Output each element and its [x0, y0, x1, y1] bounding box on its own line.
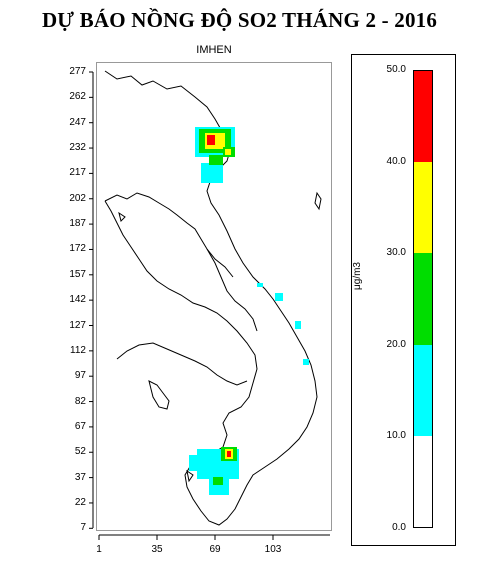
legend-frame: [351, 54, 456, 546]
island-outline: [118, 211, 126, 222]
x-tick-label: 69: [209, 544, 221, 555]
y-tick-label: 217: [69, 167, 86, 179]
x-tick-label: 1: [96, 544, 102, 555]
legend-tick-label: 0.0: [392, 522, 406, 533]
y-tick-label: 7: [80, 522, 86, 534]
legend-unit: μg/m3: [352, 262, 363, 290]
y-tick-label: 82: [74, 395, 86, 407]
border-line: [206, 248, 258, 332]
y-tick-label: 157: [69, 268, 86, 280]
y-tick-label: 67: [74, 420, 86, 432]
concentration-hanoi: [195, 127, 235, 183]
y-tick-label: 22: [74, 496, 86, 508]
legend-swatch: [413, 344, 433, 437]
x-tick-label: 35: [151, 544, 163, 555]
lake-outline: [148, 380, 170, 410]
island-outline: [314, 191, 322, 211]
y-tick-label: 277: [69, 66, 86, 77]
legend-swatch: [413, 161, 433, 254]
legend-swatch: [413, 70, 433, 162]
y-tick-label: 262: [69, 91, 86, 103]
map-panel: [96, 62, 332, 531]
concentration-central: [257, 283, 309, 365]
y-tick-label: 97: [74, 370, 86, 382]
y-tick-label: 142: [69, 294, 86, 306]
y-tick-label: 37: [74, 471, 86, 483]
legend-tick-label: 10.0: [386, 430, 406, 442]
legend-tick-label: 40.0: [386, 155, 406, 167]
map-title: DỰ BÁO NỒNG ĐỘ SO2 THÁNG 2 - 2016: [41, 8, 438, 32]
legend-tick-label: 50.0: [386, 64, 406, 75]
y-tick-label: 112: [70, 344, 86, 356]
island-outline: [186, 469, 194, 483]
y-tick-label: 247: [69, 116, 86, 128]
y-tick-label: 52: [74, 446, 86, 458]
y-tick-label: 172: [69, 243, 86, 255]
legend-swatch: [413, 253, 433, 345]
y-tick-label: 187: [69, 218, 86, 230]
concentration-hcmc: [189, 447, 239, 495]
legend-swatch: [413, 436, 433, 528]
border-line: [116, 342, 248, 386]
legend-tick-label: 20.0: [386, 338, 406, 350]
border-line: [104, 192, 234, 278]
x-tick-label: 103: [264, 544, 282, 555]
y-tick-label: 127: [69, 319, 86, 331]
y-tick-label: 202: [69, 192, 86, 204]
map-subtitle: IMHEN: [196, 44, 232, 56]
legend-tick-label: 30.0: [386, 247, 406, 259]
y-tick-label: 232: [69, 142, 86, 154]
vietnam-map: [104, 70, 322, 526]
